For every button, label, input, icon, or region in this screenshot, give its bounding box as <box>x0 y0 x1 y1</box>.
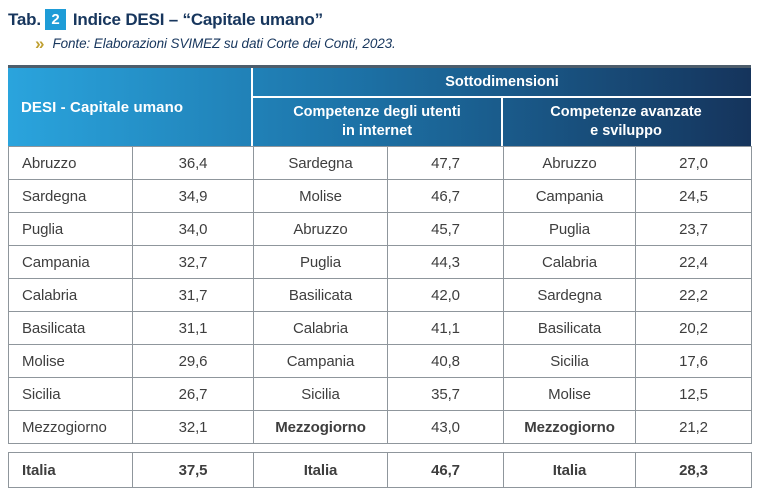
table-row: Abruzzo 36,4 Sardegna 47,7 Abruzzo 27,0 <box>8 146 752 180</box>
header-line: e sviluppo <box>590 123 662 139</box>
table-row: Calabria 31,7 Basilicata 42,0 Sardegna 2… <box>8 278 752 312</box>
table-row: Molise 29,6 Campania 40,8 Sicilia 17,6 <box>8 344 752 378</box>
desi-table: DESI - Capitale umano Sottodimensioni Co… <box>8 65 752 488</box>
header-subcolumns: Competenze degli utenti in internet Comp… <box>253 98 751 146</box>
cell-value-desi: 31,7 <box>132 278 254 312</box>
cell-value-utenti: 46,7 <box>387 179 504 213</box>
header-line: Competenze degli utenti <box>293 104 461 121</box>
cell-region-utenti: Calabria <box>253 311 388 345</box>
cell-value-utenti: 43,0 <box>387 410 504 444</box>
cell-value-utenti: 45,7 <box>387 212 504 246</box>
cell-region-desi: Italia <box>8 452 133 488</box>
cell-value-desi: 32,7 <box>132 245 254 279</box>
cell-value-desi: 36,4 <box>132 146 254 180</box>
cell-region-desi: Calabria <box>8 278 133 312</box>
cell-region-avanzate: Sardegna <box>503 278 636 312</box>
cell-value-utenti: 47,7 <box>387 146 504 180</box>
cell-region-utenti: Abruzzo <box>253 212 388 246</box>
source-text: Fonte: Elaborazioni SVIMEZ su dati Corte… <box>52 36 396 51</box>
table-row-italia: Italia 37,5 Italia 46,7 Italia 28,3 <box>8 452 752 488</box>
table-caption: Tab. 2 Indice DESI – “Capitale umano” <box>8 9 751 30</box>
table-row-mezzogiorno: Mezzogiorno 32,1 Mezzogiorno 43,0 Mezzog… <box>8 410 752 444</box>
cell-value-desi: 32,1 <box>132 410 254 444</box>
source-line: » Fonte: Elaborazioni SVIMEZ su dati Cor… <box>35 35 751 52</box>
cell-value-desi: 34,9 <box>132 179 254 213</box>
cell-region-desi: Sicilia <box>8 377 133 411</box>
table-row: Basilicata 31,1 Calabria 41,1 Basilicata… <box>8 311 752 345</box>
cell-region-desi: Puglia <box>8 212 133 246</box>
cell-value-avanzate: 22,4 <box>635 245 752 279</box>
double-arrow-icon: » <box>35 34 45 53</box>
cell-value-desi: 37,5 <box>132 452 254 488</box>
cell-region-avanzate: Campania <box>503 179 636 213</box>
header-competenze-utenti-internet: Competenze degli utenti in internet <box>253 98 503 146</box>
cell-region-desi: Basilicata <box>8 311 133 345</box>
cell-value-avanzate: 27,0 <box>635 146 752 180</box>
header-line: Competenze avanzate <box>550 104 702 121</box>
cell-value-avanzate: 28,3 <box>635 452 752 488</box>
cell-value-utenti: 35,7 <box>387 377 504 411</box>
cell-value-utenti: 44,3 <box>387 245 504 279</box>
cell-region-utenti: Molise <box>253 179 388 213</box>
cell-region-avanzate: Sicilia <box>503 344 636 378</box>
header-sottodimensioni: Sottodimensioni <box>253 68 751 98</box>
header-competenze-avanzate-sviluppo: Competenze avanzate e sviluppo <box>503 98 749 146</box>
cell-region-avanzate: Abruzzo <box>503 146 636 180</box>
cell-value-utenti: 40,8 <box>387 344 504 378</box>
cell-value-desi: 26,7 <box>132 377 254 411</box>
cell-value-avanzate: 22,2 <box>635 278 752 312</box>
cell-region-avanzate: Basilicata <box>503 311 636 345</box>
cell-value-desi: 29,6 <box>132 344 254 378</box>
cell-region-desi: Campania <box>8 245 133 279</box>
cell-region-desi: Abruzzo <box>8 146 133 180</box>
cell-region-utenti: Sicilia <box>253 377 388 411</box>
table-row: Sardegna 34,9 Molise 46,7 Campania 24,5 <box>8 179 752 213</box>
cell-value-avanzate: 23,7 <box>635 212 752 246</box>
cell-region-utenti: Basilicata <box>253 278 388 312</box>
cell-region-utenti: Mezzogiorno <box>253 410 388 444</box>
cell-value-avanzate: 21,2 <box>635 410 752 444</box>
cell-region-utenti: Campania <box>253 344 388 378</box>
header-desi-capitale-umano: DESI - Capitale umano <box>8 68 253 146</box>
cell-region-utenti: Puglia <box>253 245 388 279</box>
cell-value-avanzate: 12,5 <box>635 377 752 411</box>
cell-value-desi: 34,0 <box>132 212 254 246</box>
table-row: Campania 32,7 Puglia 44,3 Calabria 22,4 <box>8 245 752 279</box>
tab-label: Tab. <box>8 9 41 29</box>
cell-region-desi: Sardegna <box>8 179 133 213</box>
table-title: Indice DESI – “Capitale umano” <box>72 9 323 29</box>
cell-value-avanzate: 17,6 <box>635 344 752 378</box>
cell-region-avanzate: Italia <box>503 452 636 488</box>
cell-value-utenti: 42,0 <box>387 278 504 312</box>
cell-region-avanzate: Puglia <box>503 212 636 246</box>
regions-table-body: Abruzzo 36,4 Sardegna 47,7 Abruzzo 27,0 … <box>8 146 752 444</box>
tab-number-badge: 2 <box>44 9 66 30</box>
cell-region-desi: Molise <box>8 344 133 378</box>
table-row: Puglia 34,0 Abruzzo 45,7 Puglia 23,7 <box>8 212 752 246</box>
cell-value-utenti: 41,1 <box>387 311 504 345</box>
cell-region-desi: Mezzogiorno <box>8 410 133 444</box>
cell-value-avanzate: 20,2 <box>635 311 752 345</box>
table-row: Sicilia 26,7 Sicilia 35,7 Molise 12,5 <box>8 377 752 411</box>
table-header: DESI - Capitale umano Sottodimensioni Co… <box>8 65 751 146</box>
cell-value-utenti: 46,7 <box>387 452 504 488</box>
header-sottodimensioni-group: Sottodimensioni Competenze degli utenti … <box>253 68 751 146</box>
cell-value-desi: 31,1 <box>132 311 254 345</box>
cell-region-utenti: Sardegna <box>253 146 388 180</box>
italia-summary-row: Italia 37,5 Italia 46,7 Italia 28,3 <box>8 452 752 488</box>
cell-region-utenti: Italia <box>253 452 388 488</box>
cell-region-avanzate: Mezzogiorno <box>503 410 636 444</box>
header-line: in internet <box>341 123 413 139</box>
cell-value-avanzate: 24,5 <box>635 179 752 213</box>
cell-region-avanzate: Molise <box>503 377 636 411</box>
cell-region-avanzate: Calabria <box>503 245 636 279</box>
